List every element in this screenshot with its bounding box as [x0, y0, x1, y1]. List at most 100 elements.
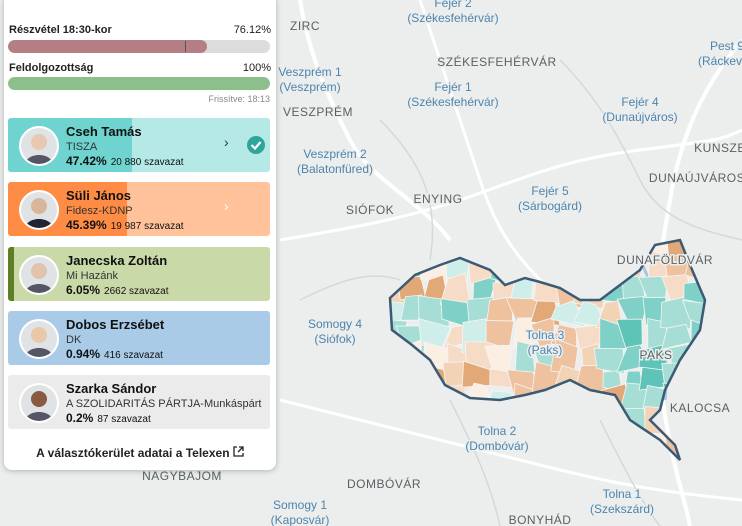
portrait: [21, 321, 57, 357]
precinct[interactable]: [444, 408, 475, 441]
precinct[interactable]: [375, 365, 410, 392]
candidate-card[interactable]: Dobos Erzsébet DK 0.94% 416 szavazat: [8, 311, 270, 365]
candidate-result: 47.42% 20 880 szavazat: [66, 154, 184, 168]
precinct[interactable]: [550, 239, 585, 263]
district-label: Veszprém 2: [303, 147, 367, 161]
candidate-votes: 20 880 szavazat: [110, 157, 184, 168]
portrait: [21, 385, 57, 421]
precinct[interactable]: [616, 318, 643, 354]
precinct[interactable]: [620, 429, 649, 460]
candidate-photo: [19, 383, 59, 423]
candidate-party: Fidesz-KDNP: [66, 205, 133, 217]
precinct[interactable]: [639, 451, 669, 483]
city-label: ENYING: [413, 192, 462, 206]
precinct[interactable]: [375, 232, 404, 265]
district-label: (Székesfehérvár): [407, 95, 498, 109]
district-label: (Balatonfüred): [297, 162, 373, 176]
candidate-result: 6.05% 2662 szavazat: [66, 283, 169, 297]
district-data-link[interactable]: A választókerület adatai a Telexen: [4, 446, 276, 460]
candidate-party: DK: [66, 334, 82, 346]
candidate-card[interactable]: Süli János Fidesz-KDNP 45.39% 19 987 szavaz…: [8, 182, 270, 236]
candidate-percent: 0.94%: [66, 347, 101, 361]
candidate-percent: 0.2%: [66, 411, 94, 425]
precinct[interactable]: [377, 253, 408, 284]
turnout-value: 76.12%: [233, 24, 271, 36]
candidate-card[interactable]: Janecska Zoltán Mi Hazánk 6.05% 2662 szavaz…: [8, 247, 270, 301]
precinct[interactable]: [400, 366, 432, 394]
turnout-label: Részvétel 18:30-kor: [9, 24, 112, 36]
candidate-percent: 45.39%: [66, 218, 107, 232]
processed-label: Feldolgozottság: [9, 62, 94, 74]
district-label: (Paks): [528, 343, 563, 357]
precinct[interactable]: [445, 453, 473, 475]
candidate-card[interactable]: Szarka Sándor A SZOLIDARITÁS PÁRTJA-Munká…: [8, 375, 270, 429]
precinct[interactable]: [572, 251, 608, 278]
precinct[interactable]: [378, 429, 408, 455]
turnout-bar: [8, 40, 270, 53]
candidate-photo: [19, 190, 59, 230]
precinct[interactable]: [687, 366, 709, 393]
precinct[interactable]: [593, 347, 625, 375]
district-label: Fejér 1: [434, 80, 472, 94]
candidate-name: Cseh Tamás: [66, 124, 142, 139]
precinct[interactable]: [616, 408, 647, 438]
precinct[interactable]: [470, 230, 492, 259]
candidate-photo: [19, 319, 59, 359]
precinct[interactable]: [419, 392, 451, 411]
precinct[interactable]: [615, 452, 646, 478]
precinct[interactable]: [550, 404, 584, 440]
precinct[interactable]: [505, 252, 538, 283]
district-label: Pest 9: [710, 39, 742, 53]
precinct[interactable]: [573, 404, 601, 442]
precinct[interactable]: [527, 407, 559, 436]
updated-time: Frissítve: 18:13: [208, 94, 270, 104]
precinct[interactable]: [572, 428, 601, 461]
candidate-party: A SZOLIDARITÁS PÁRTJA-Munkáspárt: [66, 398, 262, 410]
city-label: ZIRC: [290, 19, 320, 33]
precinct[interactable]: [530, 456, 559, 484]
city-label: DOMBÓVÁR: [347, 476, 421, 491]
district-label: Fejér 4: [621, 95, 659, 109]
candidate-photo: [19, 255, 59, 295]
candidate-card[interactable]: Cseh Tamás TISZA 47.42% 20 880 szavazat ›: [8, 118, 270, 172]
district-label: (Ráckev: [698, 54, 742, 68]
city-label: VESZPRÉM: [283, 104, 353, 119]
precinct[interactable]: [604, 412, 627, 437]
city-label: DUNAFÖLDVÁR: [617, 252, 713, 267]
precinct[interactable]: [554, 392, 582, 411]
precinct[interactable]: [686, 433, 717, 463]
precinct[interactable]: [529, 235, 564, 263]
precinct[interactable]: [442, 361, 469, 392]
precinct[interactable]: [403, 229, 424, 262]
candidate-photo: [19, 126, 59, 166]
candidate-votes: 416 szavazat: [104, 350, 163, 361]
district-label: Tolna 3: [526, 328, 565, 342]
precinct[interactable]: [419, 229, 455, 262]
precinct[interactable]: [401, 390, 432, 416]
precinct[interactable]: [487, 390, 518, 418]
precinct[interactable]: [471, 450, 495, 477]
city-label: SIÓFOK: [346, 202, 394, 217]
precinct[interactable]: [418, 408, 450, 437]
precinct[interactable]: [376, 385, 404, 417]
precinct[interactable]: [686, 448, 717, 484]
precinct[interactable]: [377, 345, 407, 369]
turnout-row: Részvétel 18:30-kor 76.12%: [9, 24, 271, 36]
candidate-votes: 87 szavazat: [97, 414, 151, 425]
precinct[interactable]: [527, 434, 563, 459]
district-label: (Siófok): [314, 332, 355, 346]
processed-value: 100%: [242, 62, 271, 74]
candidate-party: TISZA: [66, 141, 98, 153]
precinct[interactable]: [533, 250, 563, 279]
precinct[interactable]: [552, 436, 586, 460]
candidate-name: Süli János: [66, 188, 132, 203]
candidate-name: Dobos Erzsébet: [66, 317, 165, 332]
district-label: Fejér 2: [434, 0, 472, 10]
winner-check: [247, 136, 265, 154]
precinct[interactable]: [426, 458, 448, 477]
precinct[interactable]: [549, 252, 584, 280]
portrait: [21, 257, 57, 293]
precinct[interactable]: [571, 236, 607, 256]
candidate-votes: 19 987 szavazat: [110, 221, 184, 232]
